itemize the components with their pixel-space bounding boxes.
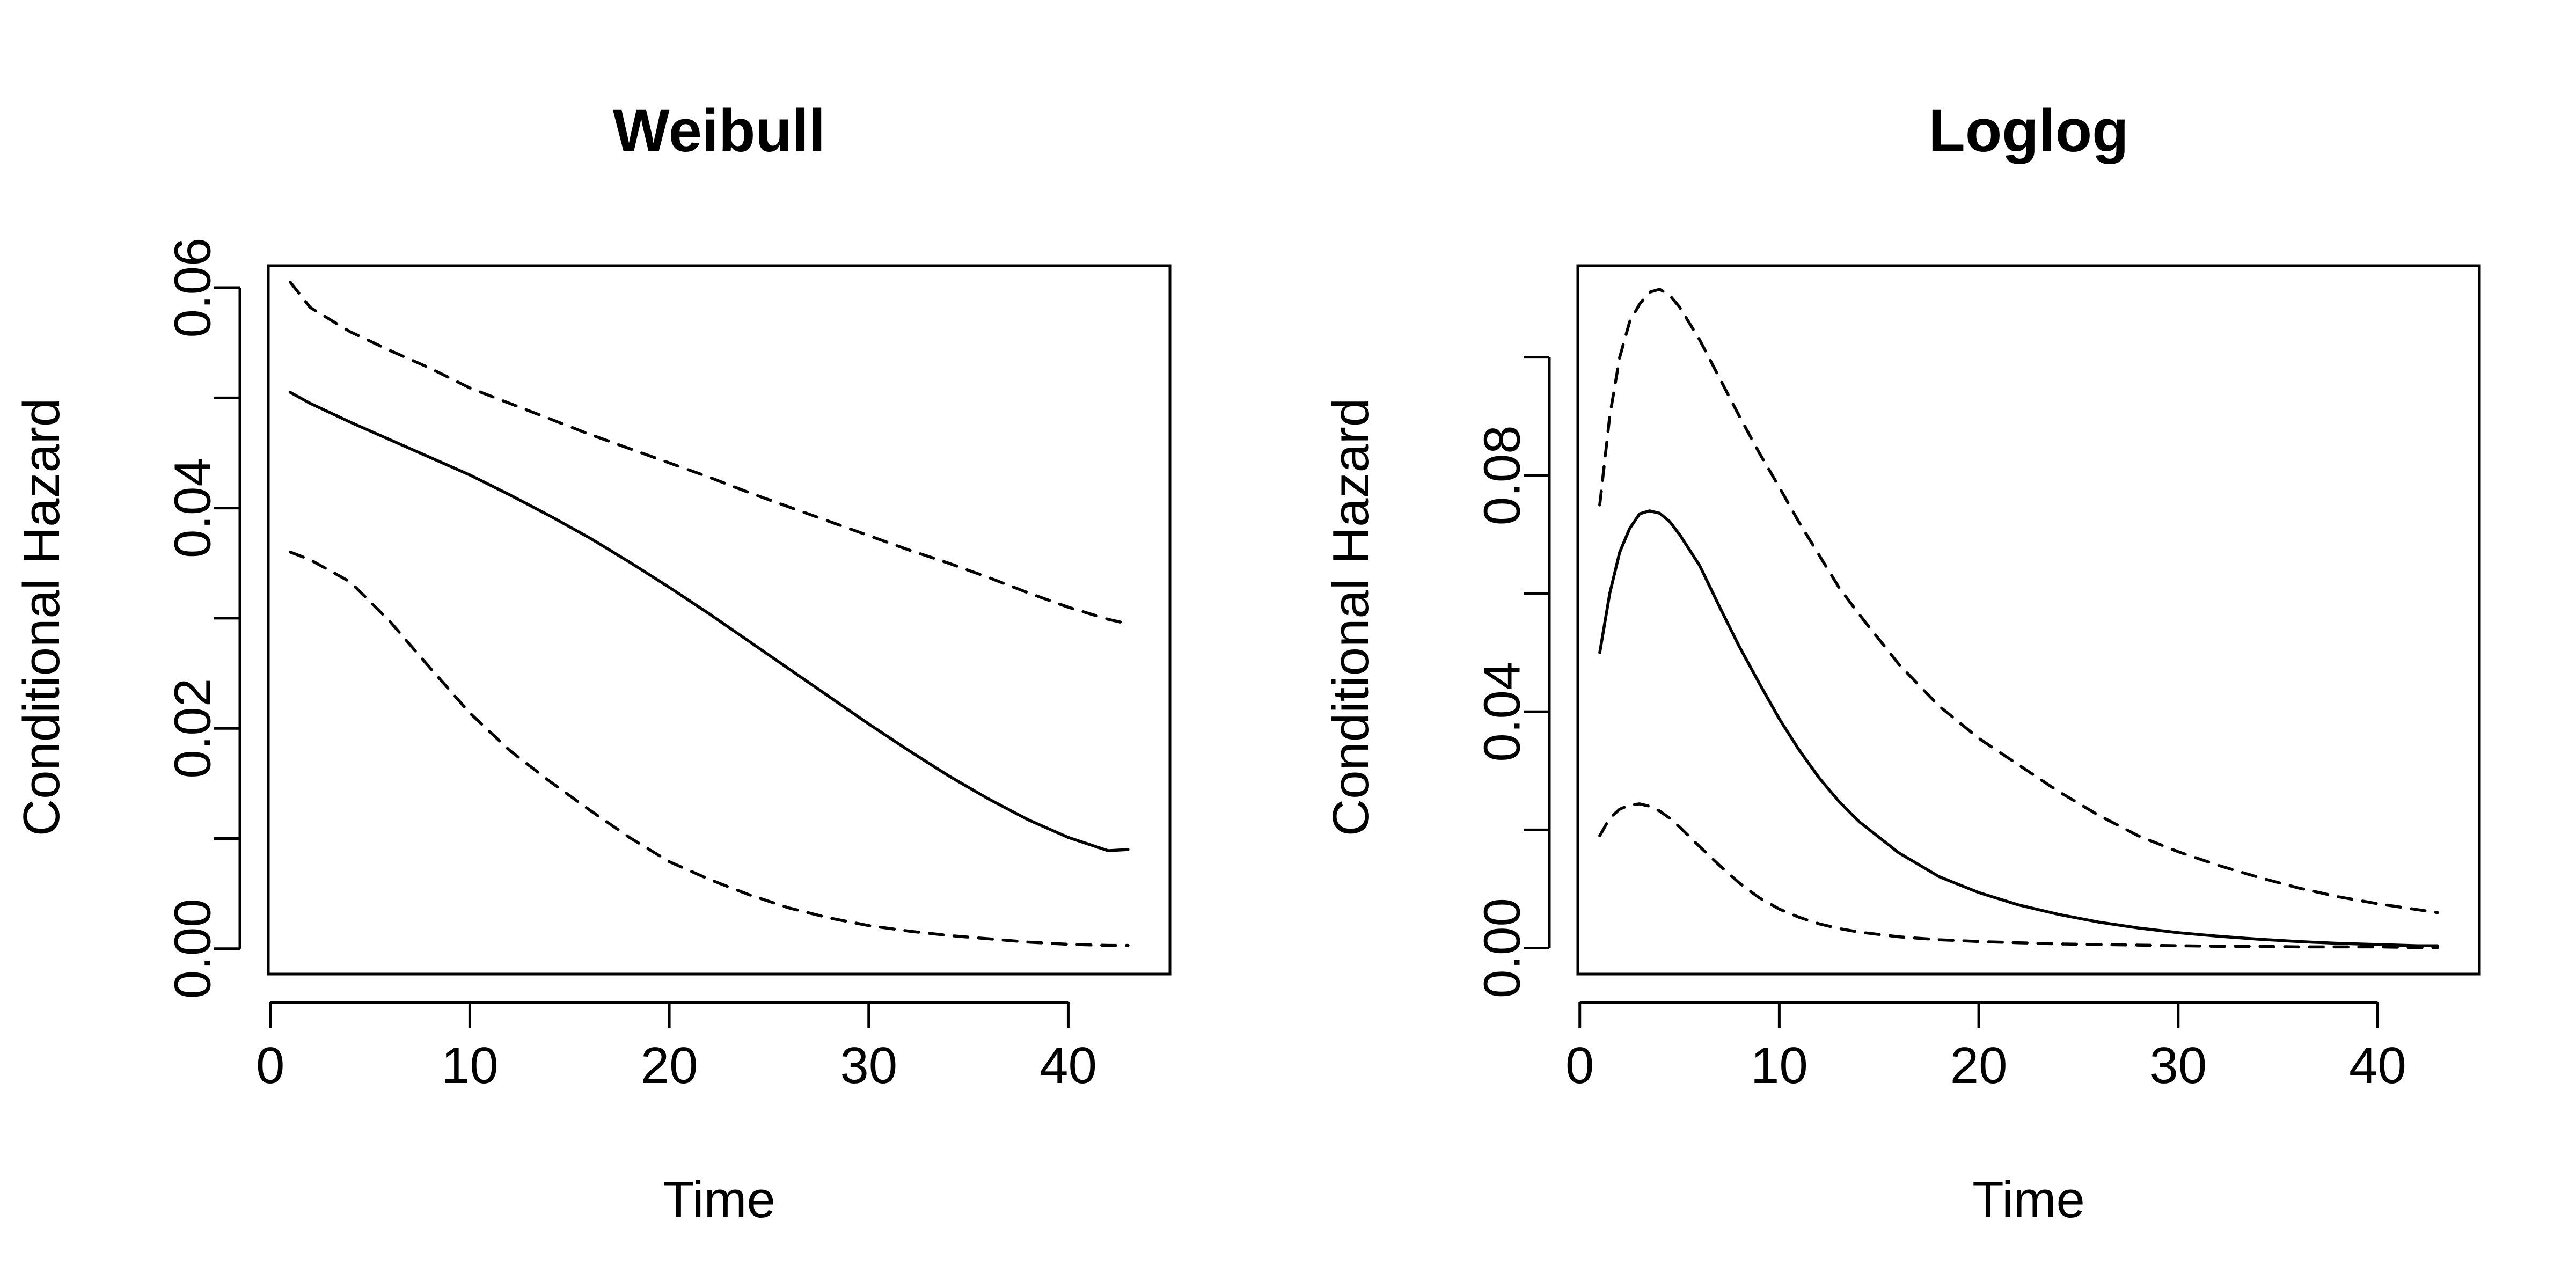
series-line-lower-band — [289, 550, 1130, 947]
series-group — [1598, 288, 2439, 949]
x-tick-label: 20 — [641, 1037, 698, 1094]
plot-frame — [267, 264, 1172, 976]
series-line-lower-band — [1598, 802, 2439, 949]
y-tick-label: 0.06 — [164, 238, 222, 338]
x-tick-label: 10 — [1751, 1037, 1808, 1094]
x-tick-label: 0 — [1565, 1037, 1594, 1094]
panel-weibull: Weibull Time Conditional Hazard 0 10 20 30 4… — [13, 97, 1172, 1228]
series-group — [289, 281, 1130, 947]
x-tick-label: 20 — [1950, 1037, 2008, 1094]
series-line-estimate — [1598, 509, 2439, 947]
x-axis-label: Time — [1972, 1171, 2085, 1228]
x-tick-label: 0 — [256, 1037, 284, 1094]
x-tick-label: 10 — [441, 1037, 499, 1094]
x-tick-label: 30 — [840, 1037, 897, 1094]
series-line-upper-band — [1598, 288, 2439, 914]
x-tick-label: 30 — [2149, 1037, 2207, 1094]
series-line-estimate — [289, 391, 1130, 852]
plot-frame — [1576, 264, 2481, 976]
y-tick-label: 0.08 — [1474, 425, 1531, 525]
x-axis-label: Time — [663, 1171, 775, 1228]
x-axis: 0 10 20 30 40 — [256, 1001, 1097, 1094]
y-tick-label: 0.04 — [1474, 662, 1531, 762]
x-tick-label: 40 — [2349, 1037, 2406, 1094]
x-tick-label: 40 — [1040, 1037, 1097, 1094]
chart-title: Weibull — [613, 97, 825, 164]
y-tick-label: 0.00 — [164, 898, 222, 999]
y-axis: 0.00 0.02 0.04 0.06 — [164, 238, 241, 999]
chart-title: Loglog — [1928, 97, 2128, 164]
y-axis-label: Conditional Hazard — [13, 398, 70, 836]
y-tick-label: 0.02 — [164, 678, 222, 779]
panel-loglog: Loglog Time Conditional Hazard 0 10 20 30 40… — [1322, 97, 2481, 1228]
series-line-upper-band — [289, 281, 1130, 625]
y-tick-label: 0.00 — [1474, 898, 1531, 998]
y-axis: 0.00 0.04 0.08 — [1474, 356, 1551, 998]
x-axis: 0 10 20 30 40 — [1565, 1001, 2406, 1094]
y-axis-label: Conditional Hazard — [1322, 398, 1380, 836]
y-tick-label: 0.04 — [164, 458, 222, 558]
